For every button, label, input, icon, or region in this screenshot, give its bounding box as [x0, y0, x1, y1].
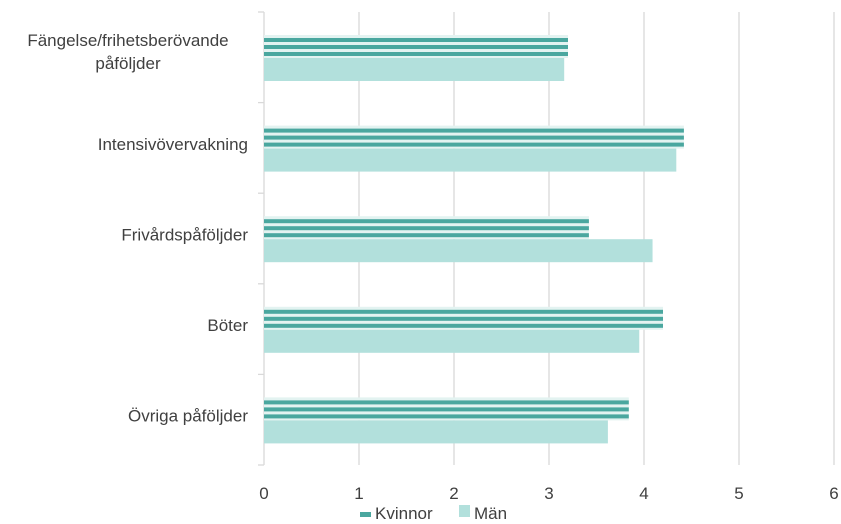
category-labels: Fängelse/frihetsberövande påföljder Intens…	[27, 31, 248, 426]
bar-kvinnor	[264, 397, 629, 421]
x-tick-label: 2	[449, 484, 458, 503]
category-label: Frivårdspåföljder	[121, 226, 248, 245]
category-label: Intensivövervakning	[98, 135, 248, 154]
legend-swatch-man	[459, 505, 470, 517]
legend-swatch-kvinnor	[360, 512, 371, 517]
bar-kvinnor	[264, 306, 663, 330]
bar-kvinnor	[264, 216, 589, 240]
bar-man	[264, 329, 640, 353]
category-label: Fängelse/frihetsberövande påföljder	[27, 31, 228, 73]
legend-man: Män	[459, 504, 507, 523]
x-tick-label: 0	[259, 484, 268, 503]
bar-kvinnor	[264, 125, 684, 149]
x-tick-label: 3	[544, 484, 553, 503]
y-axis	[258, 11, 265, 466]
category-label: Böter	[207, 316, 248, 335]
legend-kvinnor: Kvinnor	[360, 504, 433, 523]
bars	[264, 35, 684, 444]
legend-label-kvinnor: Kvinnor	[375, 504, 433, 523]
bar-man	[264, 148, 677, 172]
x-tick-label: 6	[829, 484, 838, 503]
bar-man	[264, 239, 653, 263]
legend-label-man: Män	[474, 504, 507, 523]
x-tick-labels: 0 1 2 3 4 5 6	[259, 484, 838, 503]
bar-man	[264, 58, 565, 81]
x-tick-label: 1	[354, 484, 363, 503]
bar-kvinnor	[264, 35, 568, 58]
legend: Kvinnor Män	[360, 504, 507, 523]
x-tick-label: 5	[734, 484, 743, 503]
x-tick-label: 4	[639, 484, 648, 503]
category-label: Övriga påföljder	[128, 407, 248, 426]
bar-man	[264, 420, 608, 444]
